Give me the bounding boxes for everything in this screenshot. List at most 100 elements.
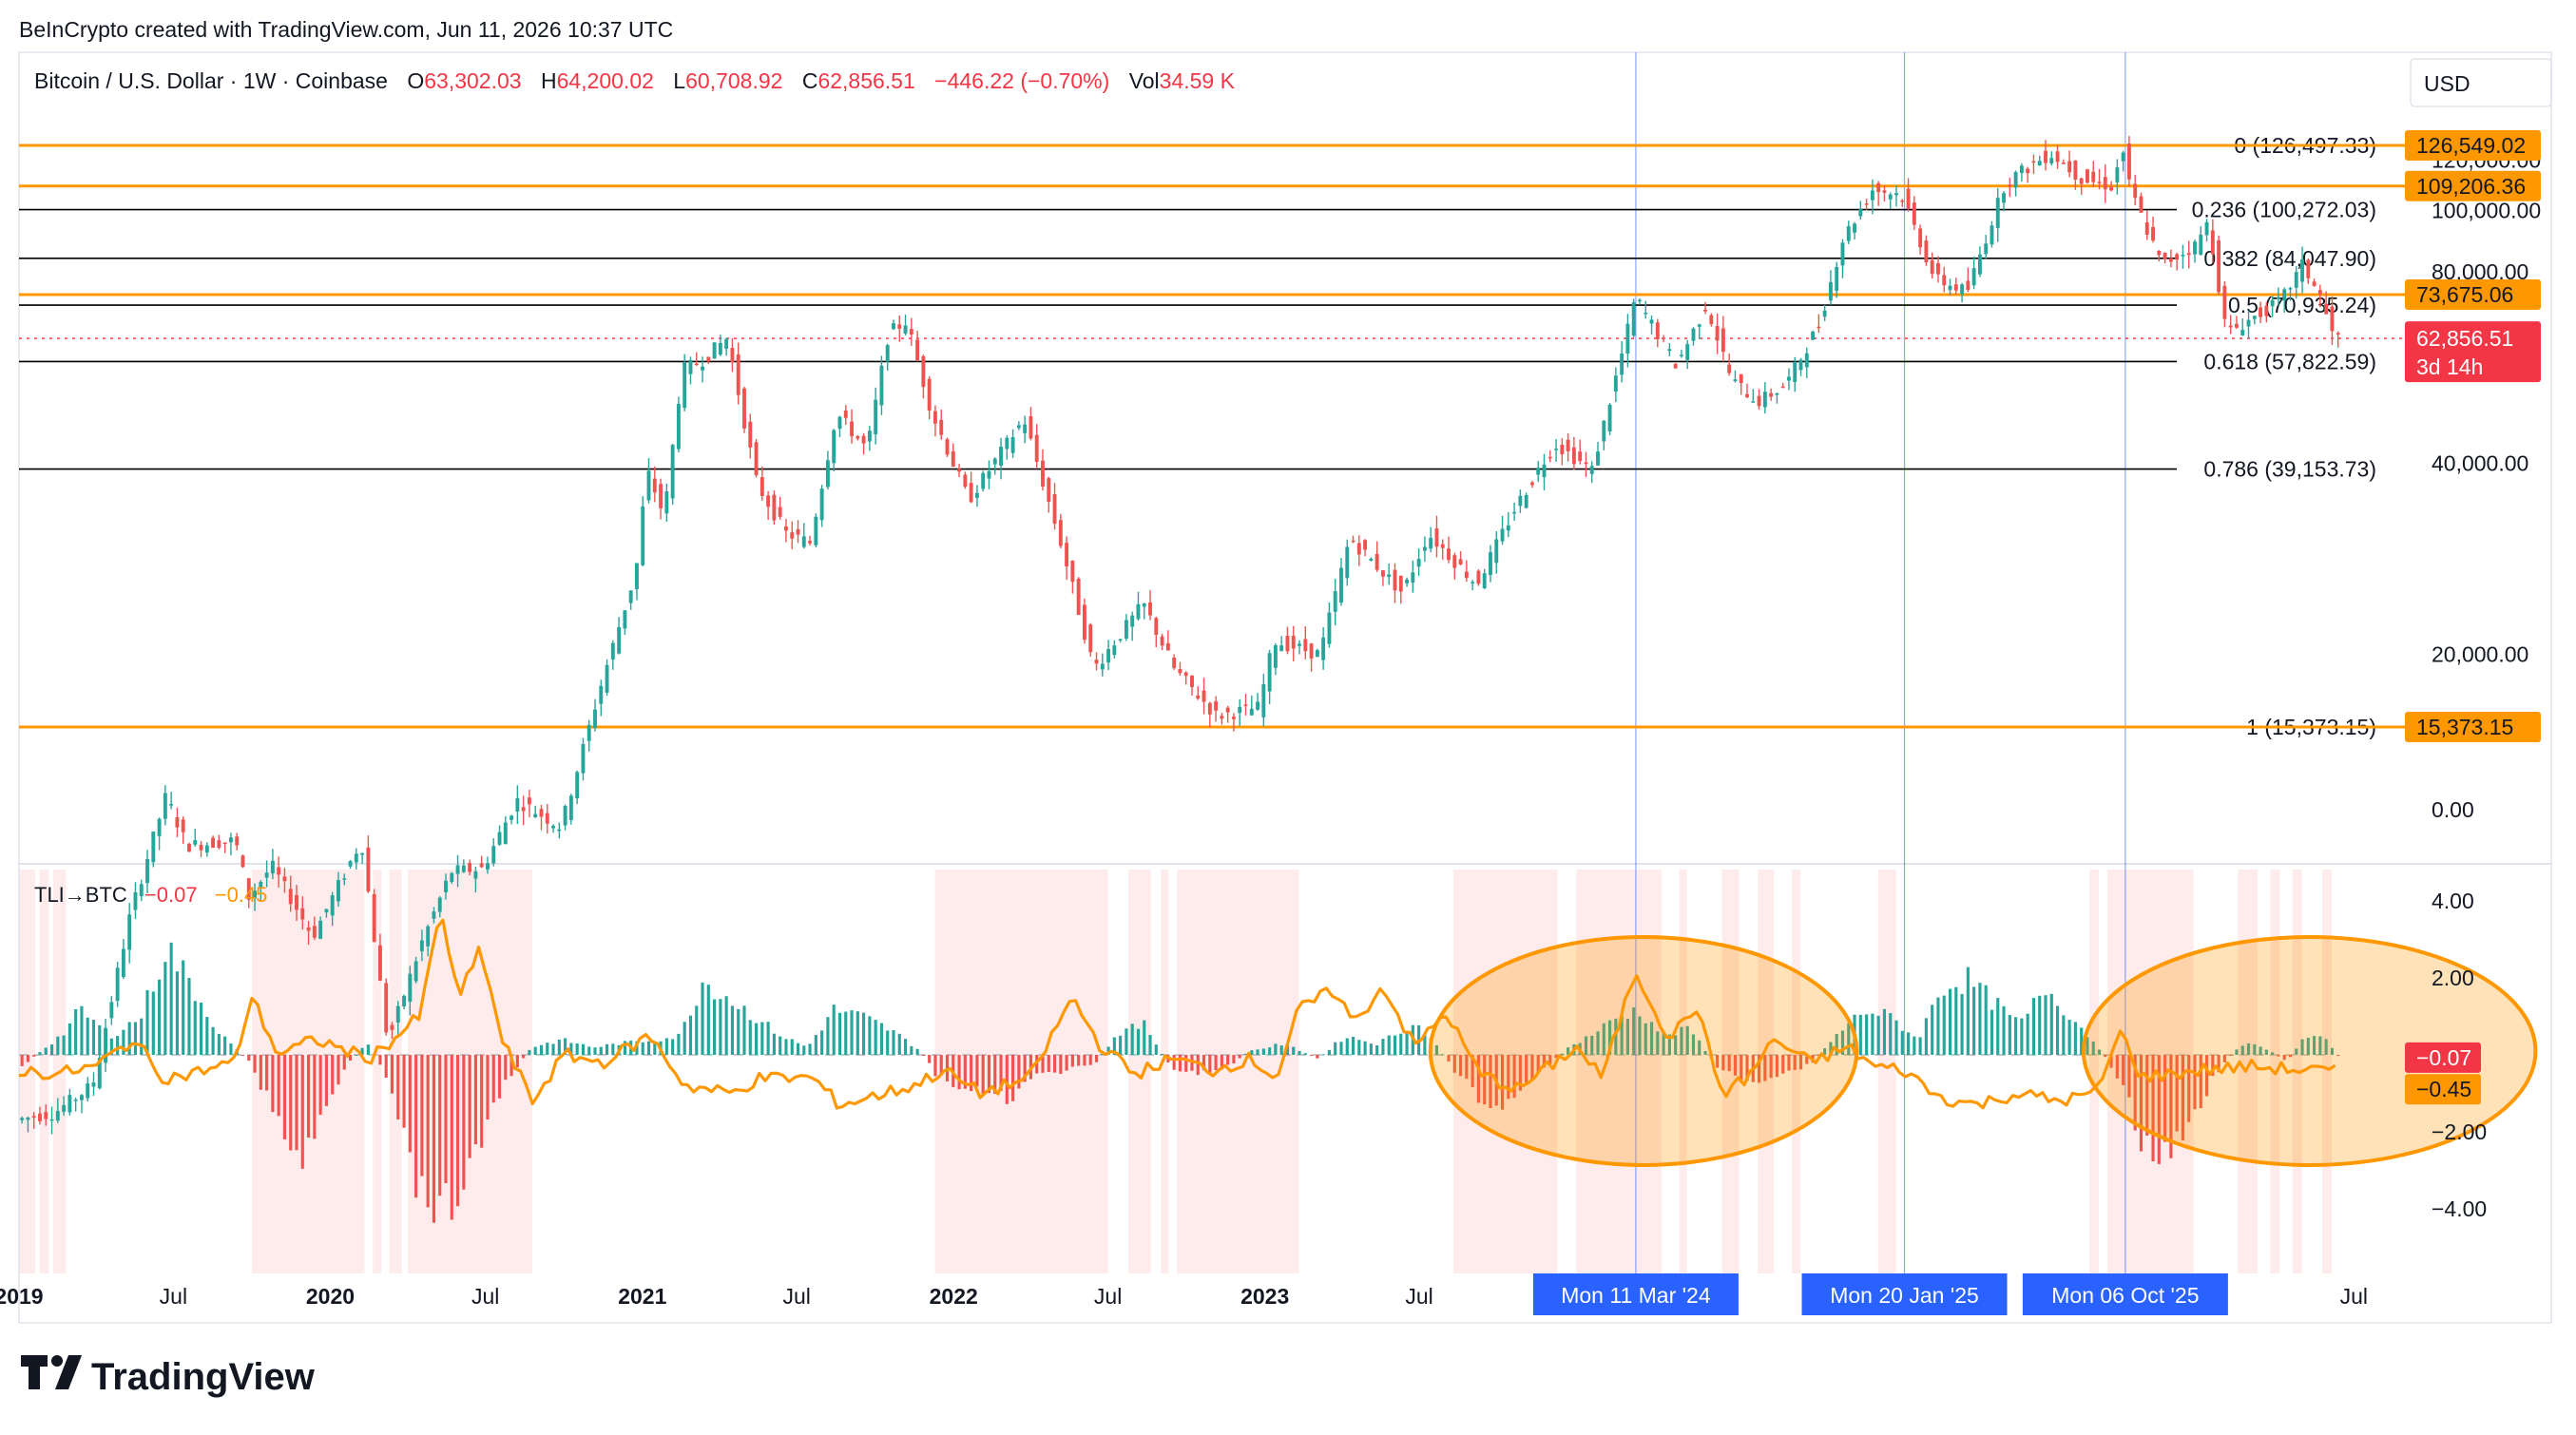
candle	[999, 437, 1003, 480]
candle	[2228, 315, 2233, 335]
candle	[754, 439, 759, 478]
histogram-bar	[2229, 1055, 2233, 1056]
candle	[712, 342, 717, 359]
histogram-bar	[182, 960, 185, 1055]
candle	[1644, 300, 1648, 319]
histogram-bar	[348, 1055, 353, 1062]
candle	[1124, 614, 1128, 641]
candle	[2103, 163, 2107, 203]
histogram-bar	[826, 1017, 830, 1055]
histogram-bar	[1077, 1055, 1081, 1066]
indicator-axis-tick: −4.00	[2432, 1196, 2487, 1221]
candle	[1691, 327, 1696, 346]
horizontal-line-price-tag: 126,549.02	[2405, 130, 2541, 161]
histogram-bar	[2324, 1039, 2328, 1055]
histogram-bar	[2097, 1049, 2102, 1055]
histogram-bar	[2080, 1027, 2084, 1055]
histogram-bar	[1984, 985, 1988, 1055]
histogram-bar	[754, 1023, 759, 1055]
candle	[832, 429, 836, 472]
candle	[1631, 298, 1636, 337]
histogram-bar	[2008, 1015, 2011, 1055]
histogram-bar	[289, 1055, 293, 1151]
shaded-region	[2089, 870, 2100, 1273]
candle	[1560, 438, 1565, 466]
currency-button[interactable]: USD	[2410, 58, 2552, 107]
histogram-bar	[67, 1023, 71, 1055]
histogram-bar	[1871, 1013, 1874, 1055]
svg-text:73,675.06: 73,675.06	[2416, 282, 2513, 307]
candle	[318, 916, 323, 940]
histogram-bar	[2175, 1055, 2179, 1132]
histogram-bar	[390, 1055, 394, 1094]
histogram-bar	[32, 1055, 36, 1057]
candle	[1858, 201, 1863, 220]
histogram-bar	[2026, 1013, 2029, 1055]
histogram-bar	[737, 1008, 740, 1055]
histogram-bar	[897, 1033, 901, 1055]
candle	[503, 815, 508, 845]
price-candles	[20, 136, 2340, 1135]
histogram-bar	[1763, 1055, 1767, 1081]
histogram-bar	[2049, 993, 2053, 1055]
candle	[1620, 340, 1624, 383]
candle	[2031, 154, 2036, 174]
candle	[1279, 636, 1284, 652]
histogram-bar	[1083, 1055, 1086, 1066]
candle	[1739, 373, 1743, 395]
histogram-bar	[1882, 1008, 1887, 1055]
candle	[1458, 551, 1463, 565]
histogram-bar	[145, 989, 149, 1055]
candle	[843, 405, 848, 426]
candle	[270, 849, 275, 880]
candle	[575, 770, 580, 805]
price-labels: 126,549.02 109,206.36 73,675.06 15,373.15 62…	[2405, 130, 2541, 1105]
histogram-bar	[1106, 1046, 1110, 1055]
svg-text:Mon 11 Mar '24: Mon 11 Mar '24	[1561, 1283, 1711, 1308]
histogram-bar	[2282, 1055, 2286, 1061]
candle	[1828, 270, 1833, 305]
horizontal-line-price-tag: 73,675.06	[2405, 279, 2541, 311]
candle	[909, 317, 913, 346]
histogram-bar	[1614, 1018, 1618, 1055]
histogram-bar	[2336, 1055, 2340, 1056]
high-value: 64,200.02	[557, 68, 654, 93]
histogram-bar	[1931, 1004, 1934, 1055]
candle	[348, 859, 353, 870]
histogram-bar	[259, 1055, 262, 1090]
candle	[509, 814, 514, 825]
candle	[324, 909, 329, 918]
histogram-bar	[564, 1038, 567, 1055]
candle	[395, 1001, 400, 1036]
candle	[1589, 461, 1594, 484]
histogram-bar	[515, 1055, 519, 1068]
histogram-bar	[1656, 1031, 1660, 1055]
candle	[1285, 626, 1290, 655]
histogram-bar	[1936, 997, 1940, 1055]
candle	[1602, 420, 1606, 450]
candle	[885, 343, 890, 371]
histogram-bar	[140, 1018, 144, 1055]
histogram-bar	[331, 1055, 335, 1095]
histogram-bar	[486, 1055, 490, 1120]
candle	[1172, 654, 1177, 671]
candle	[1762, 382, 1767, 414]
candle	[2204, 219, 2209, 242]
candle	[1273, 642, 1278, 676]
candle	[1471, 580, 1475, 591]
price-axis-tick: 100,000.00	[2432, 198, 2541, 222]
candle	[1231, 713, 1236, 732]
candle	[1183, 671, 1188, 685]
candle	[855, 435, 860, 441]
time-axis-tick: 2020	[306, 1284, 355, 1309]
candle	[903, 315, 908, 335]
histogram-bar	[868, 1016, 872, 1055]
histogram-bar	[408, 1055, 412, 1153]
candle	[2217, 235, 2221, 296]
candle	[670, 443, 675, 506]
histogram-bar	[1226, 1055, 1230, 1065]
candle	[581, 737, 586, 781]
candle	[2240, 318, 2245, 336]
histogram-bar	[169, 942, 173, 1055]
histogram-bar	[1793, 1055, 1797, 1070]
